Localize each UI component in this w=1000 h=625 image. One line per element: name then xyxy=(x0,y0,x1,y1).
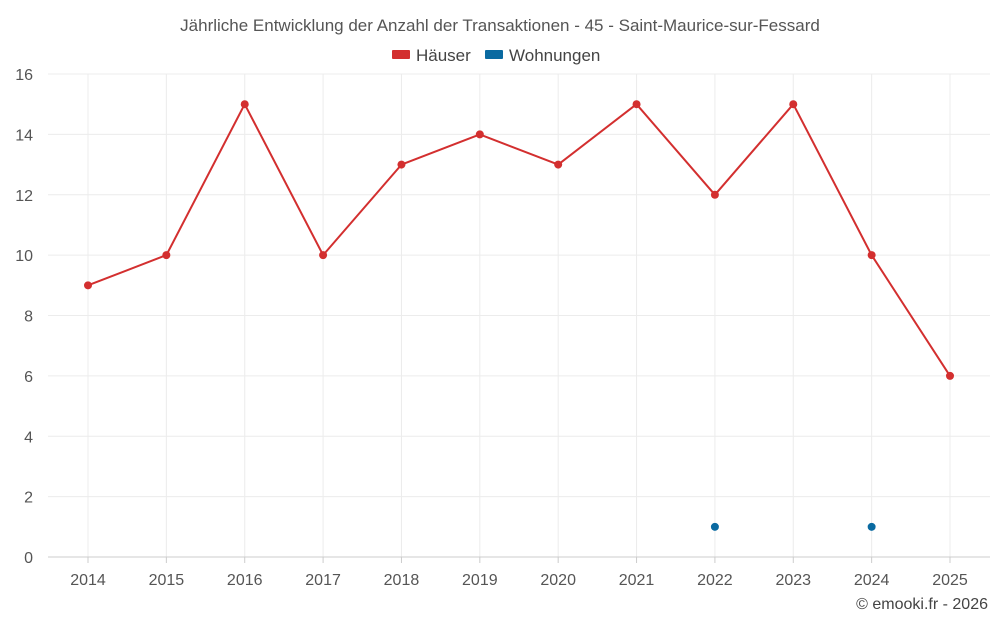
legend-item-wohnungen[interactable]: Wohnungen xyxy=(485,46,600,65)
x-axis-ticks: 2014 2015 2016 2017 2018 2019 2020 2021 2022 2023… xyxy=(70,572,968,589)
data-point[interactable] xyxy=(632,100,641,109)
x-tick-label: 2015 xyxy=(149,572,185,589)
data-point[interactable] xyxy=(867,522,876,531)
credit-text: © emooki.fr - 2026 xyxy=(856,596,988,613)
data-point[interactable] xyxy=(789,100,798,109)
x-tick-label: 2020 xyxy=(540,572,576,589)
x-tick-label: 2025 xyxy=(932,572,968,589)
data-point[interactable] xyxy=(710,190,719,199)
legend: Häuser Wohnungen xyxy=(392,46,600,65)
data-point[interactable] xyxy=(946,371,954,380)
y-axis-ticks: 0 2 4 6 8 10 12 14 16 xyxy=(15,67,33,567)
x-tick-label: 2018 xyxy=(384,572,420,589)
data-point[interactable] xyxy=(240,100,249,109)
data-point[interactable] xyxy=(84,281,92,290)
y-tick-label: 12 xyxy=(15,188,33,205)
y-tick-label: 0 xyxy=(24,550,33,567)
y-tick-label: 14 xyxy=(15,127,33,144)
legend-swatch-wohnungen xyxy=(485,50,503,59)
x-tick-label: 2017 xyxy=(305,572,341,589)
x-tick-label: 2021 xyxy=(619,572,655,589)
x-tick-label: 2023 xyxy=(775,572,811,589)
legend-label-haeuser: Häuser xyxy=(416,46,471,65)
series-layer xyxy=(84,100,954,531)
y-tick-label: 8 xyxy=(24,309,33,326)
y-tick-label: 10 xyxy=(15,248,33,265)
data-point[interactable] xyxy=(397,160,406,169)
grid xyxy=(48,73,990,557)
x-tick-label: 2022 xyxy=(697,572,733,589)
data-point[interactable] xyxy=(554,160,563,169)
chart-title: Jährliche Entwicklung der Anzahl der Tra… xyxy=(180,16,820,35)
legend-label-wohnungen: Wohnungen xyxy=(509,46,600,65)
y-tick-label: 4 xyxy=(24,429,33,446)
y-tick-label: 16 xyxy=(15,67,33,84)
x-tick-label: 2019 xyxy=(462,572,498,589)
data-point[interactable] xyxy=(710,522,719,531)
legend-item-haeuser[interactable]: Häuser xyxy=(392,46,471,65)
x-tick-label: 2014 xyxy=(70,572,106,589)
data-point[interactable] xyxy=(319,251,328,260)
x-tick-label: 2016 xyxy=(227,572,263,589)
axes xyxy=(48,556,990,563)
data-point[interactable] xyxy=(475,130,484,139)
y-tick-label: 6 xyxy=(24,369,33,386)
x-tick-label: 2024 xyxy=(854,572,890,589)
data-point[interactable] xyxy=(867,251,876,260)
legend-swatch-haeuser xyxy=(392,50,410,59)
data-point[interactable] xyxy=(162,251,171,260)
y-tick-label: 2 xyxy=(24,490,33,507)
series-line-0 xyxy=(87,103,951,377)
